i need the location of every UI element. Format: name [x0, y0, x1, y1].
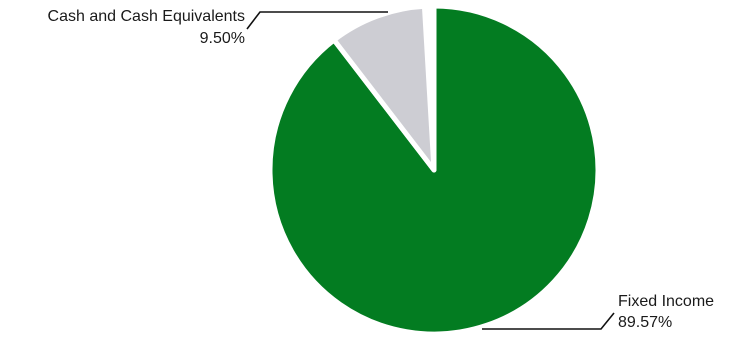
pie-slices [267, 3, 601, 337]
slice-fixed-income [267, 3, 601, 337]
label-cash-value: 9.50% [200, 30, 245, 47]
leader-line-fixed-income [482, 312, 615, 330]
label-cash-name: Cash and Cash Equivalents [48, 8, 245, 25]
leader-line-cash [246, 11, 388, 30]
label-fixed-income-name: Fixed Income [618, 293, 714, 310]
label-fixed-income-value: 89.57% [618, 314, 672, 331]
slice-cash-and-cash-equivalents [331, 3, 437, 173]
